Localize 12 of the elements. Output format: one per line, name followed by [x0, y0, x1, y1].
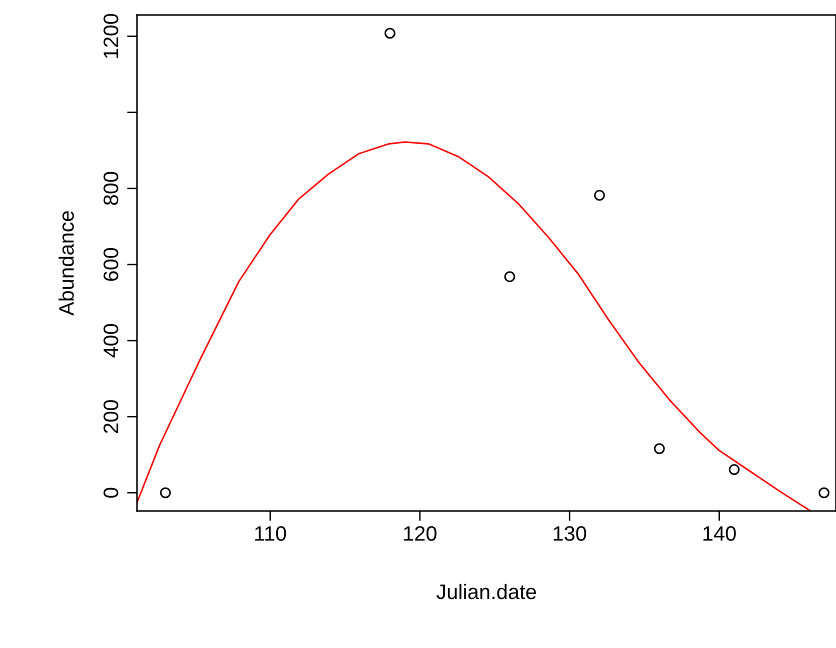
x-tick-label: 110 [255, 526, 286, 541]
y-tick-label: 200 [104, 400, 118, 433]
y-tick-label: 400 [104, 324, 118, 358]
y-tick-label: 1200 [104, 14, 118, 58]
y-tick-label: 800 [104, 172, 118, 205]
y-axis-title: Abundance [58, 211, 74, 316]
x-tick-label: 140 [703, 526, 736, 541]
x-axis-title: Julian.date [436, 584, 536, 600]
y-tick-label: 600 [104, 248, 118, 281]
y-tick-label: 0 [104, 488, 118, 498]
x-tick-label: 120 [404, 526, 436, 541]
x-tick-label: 130 [554, 526, 586, 541]
